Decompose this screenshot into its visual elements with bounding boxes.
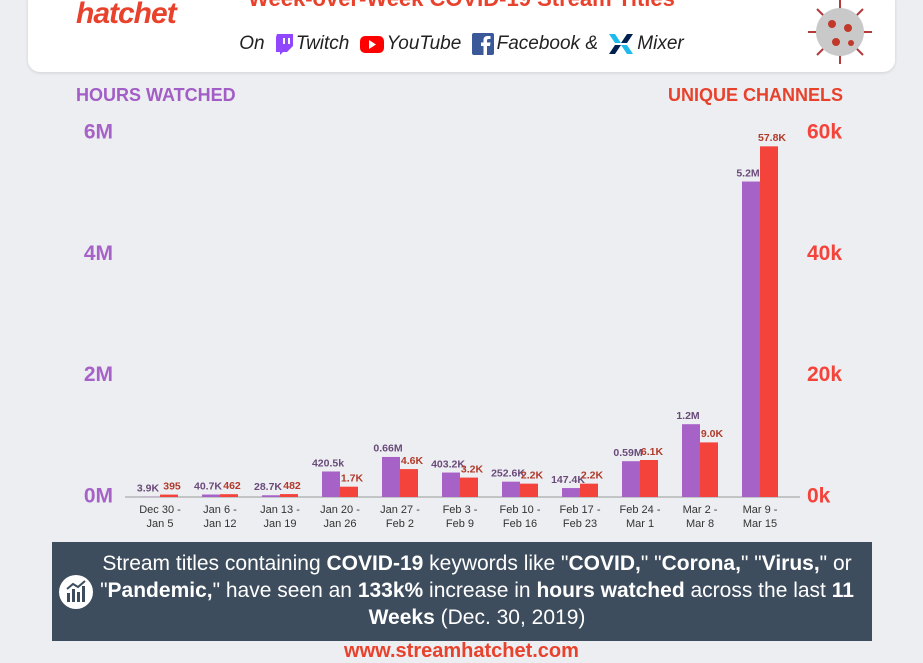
- bar: [562, 488, 580, 497]
- y-axis-label: HOURS WATCHED: [76, 85, 236, 105]
- bar: [322, 471, 340, 497]
- y2-tick-label: 40k: [807, 242, 842, 265]
- x-tick-label: Mar 9 - Mar 15: [735, 503, 785, 531]
- x-tick-label: Feb 17 - Feb 23: [555, 503, 605, 531]
- value-label: 0.59M: [613, 447, 642, 459]
- x-tick-label: Jan 6 - Jan 12: [195, 503, 245, 531]
- footer-box: Stream titles containing COVID-19 keywor…: [52, 542, 872, 641]
- value-label: 0.66M: [373, 443, 402, 455]
- x-tick-label: Jan 20 - Jan 26: [315, 503, 365, 531]
- value-label: 9.0K: [701, 428, 724, 440]
- value-label: 6.1K: [641, 446, 664, 458]
- footer-segment: (Dec. 30, 2019): [435, 606, 586, 629]
- footer-segment: Stream titles containing: [102, 552, 326, 575]
- footer-segment: across the last: [685, 579, 832, 602]
- bar: [460, 478, 478, 497]
- value-label: 28.7K: [254, 481, 282, 493]
- value-label: 420.5k: [312, 457, 344, 469]
- bar: [520, 484, 538, 497]
- value-label: 1.7K: [341, 472, 364, 484]
- value-label: 5.2M: [736, 167, 760, 179]
- footer-segment: COVID,: [569, 552, 641, 575]
- value-label: 395: [163, 480, 181, 492]
- bar: [700, 442, 718, 497]
- y-tick-label: 2M: [84, 363, 113, 386]
- value-label: 462: [223, 480, 241, 492]
- value-label: 1.2M: [676, 410, 700, 422]
- bar: [742, 182, 760, 497]
- footer-segment: Virus,: [762, 552, 820, 575]
- chart-icon: [58, 574, 94, 610]
- footer-segment: keywords like ": [423, 552, 568, 575]
- y2-axis-label: UNIQUE CHANNELS: [668, 85, 843, 105]
- x-tick-label: Feb 3 - Feb 9: [435, 503, 485, 531]
- x-tick-label: Feb 24 - Mar 1: [615, 503, 665, 531]
- value-label: 4.6K: [401, 455, 424, 467]
- bar: [640, 460, 658, 497]
- footer-text: Stream titles containing COVID-19 keywor…: [92, 550, 862, 631]
- y2-tick-label: 0k: [807, 485, 831, 508]
- bar: [502, 482, 520, 497]
- bar: [220, 494, 238, 497]
- y-tick-label: 4M: [84, 242, 113, 265]
- bar: [760, 146, 778, 497]
- footer-segment: 133k%: [358, 579, 423, 602]
- bar: [442, 473, 460, 497]
- value-label: 40.7K: [194, 480, 222, 492]
- footer-segment: COVID-19: [326, 552, 423, 575]
- footer-segment: " ": [641, 552, 662, 575]
- footer-segment: " ": [741, 552, 762, 575]
- y2-tick-label: 60k: [807, 121, 842, 144]
- bar: [382, 457, 400, 497]
- bar: [400, 469, 418, 497]
- bar: [622, 461, 640, 497]
- bar: [262, 495, 280, 497]
- x-tick-label: Mar 2 - Mar 8: [675, 503, 725, 531]
- value-label: 3.9K: [137, 483, 160, 495]
- footer-segment: increase in: [423, 579, 536, 602]
- bar: [202, 495, 220, 497]
- y-tick-label: 0M: [84, 485, 113, 508]
- footer-segment: Pandemic,: [108, 579, 213, 602]
- chart: HOURS WATCHED UNIQUE CHANNELS 0M 2M 4M 6M 0k…: [0, 0, 923, 540]
- value-label: 57.8K: [758, 132, 786, 144]
- footer-segment: " have seen an: [213, 579, 358, 602]
- value-label: 2.2K: [521, 469, 544, 481]
- y-tick-label: 6M: [84, 121, 113, 144]
- bar: [160, 495, 178, 497]
- bar: [340, 487, 358, 497]
- bar: [580, 484, 598, 497]
- x-tick-label: Feb 10 - Feb 16: [495, 503, 545, 531]
- bar: [682, 424, 700, 497]
- footer-segment: hours watched: [536, 579, 684, 602]
- x-tick-label: Dec 30 - Jan 5: [135, 503, 185, 531]
- footer-segment: Corona,: [662, 552, 741, 575]
- y2-tick-label: 20k: [807, 363, 842, 386]
- url: www.streamhatchet.com: [0, 640, 923, 663]
- x-tick-label: Jan 13 - Jan 19: [255, 503, 305, 531]
- value-label: 2.2K: [581, 469, 604, 481]
- value-label: 3.2K: [461, 463, 484, 475]
- value-label: 482: [283, 480, 301, 492]
- x-tick-label: Jan 27 - Feb 2: [375, 503, 425, 531]
- bar: [280, 494, 298, 497]
